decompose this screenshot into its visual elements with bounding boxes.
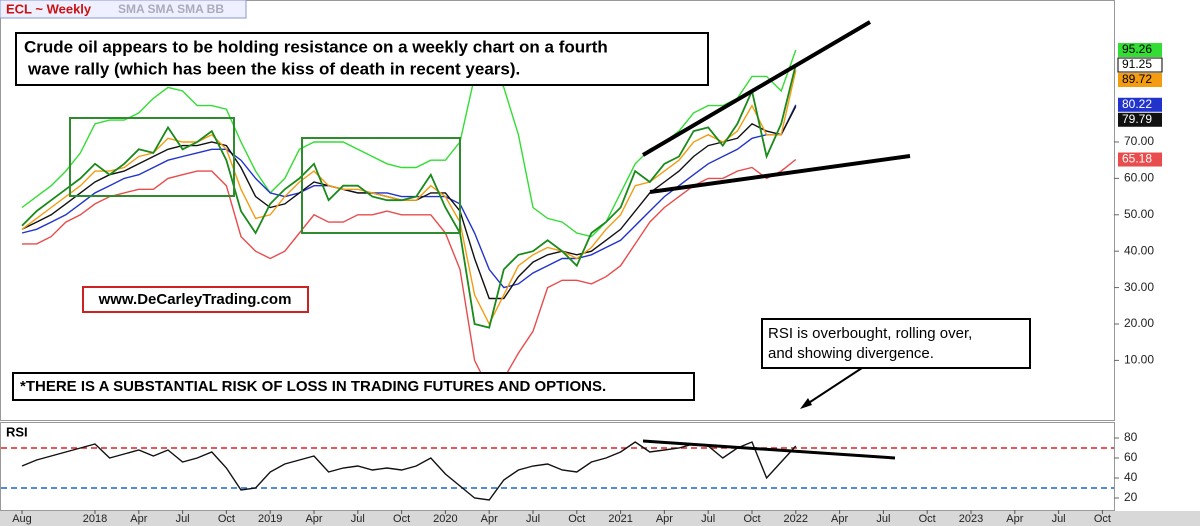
last-value-label: 65.18 bbox=[1122, 152, 1152, 166]
last-value-label: 95.26 bbox=[1122, 42, 1152, 56]
y-tick-label: 40 bbox=[1124, 470, 1138, 484]
x-tick-label: Jul bbox=[526, 513, 540, 525]
x-tick-label: 2021 bbox=[608, 513, 632, 525]
y-tick-label: 80 bbox=[1124, 430, 1138, 444]
x-tick-label: 2019 bbox=[258, 513, 282, 525]
x-tick-label: Jul bbox=[176, 513, 190, 525]
last-value-label: 79.79 bbox=[1122, 112, 1152, 126]
y-tick-label: 60 bbox=[1124, 450, 1138, 464]
rsi-title: RSI bbox=[6, 424, 28, 439]
last-value-label: 91.25 bbox=[1122, 57, 1152, 71]
trend-line bbox=[642, 439, 896, 460]
trend-line bbox=[649, 154, 911, 194]
pattern-box bbox=[301, 137, 461, 234]
symbol-label[interactable]: ECL ~ Weekly bbox=[6, 1, 92, 16]
x-tick-label: 2020 bbox=[433, 513, 457, 525]
annotation-text: RSI is overbought, rolling over, bbox=[768, 325, 972, 342]
x-tick-label: Oct bbox=[568, 513, 585, 525]
last-value-tag bbox=[1118, 152, 1162, 167]
x-tick-label: Jul bbox=[876, 513, 890, 525]
pattern-box bbox=[69, 117, 235, 197]
y-tick-label: 40.00 bbox=[1124, 243, 1154, 257]
x-axis-band bbox=[0, 511, 1200, 526]
y-tick-label: 20 bbox=[1124, 490, 1138, 504]
arrow bbox=[803, 365, 866, 407]
annotation-box bbox=[15, 32, 709, 86]
last-value-tag bbox=[1117, 57, 1163, 73]
y-tick-label: 30.00 bbox=[1124, 280, 1154, 294]
x-tick-label: Apr bbox=[831, 513, 848, 525]
price-panel bbox=[0, 0, 1115, 421]
annotation-text: Crude oil appears to be holding resistan… bbox=[24, 37, 608, 56]
annotation-text: wave rally (which has been the kiss of d… bbox=[27, 59, 520, 78]
header-box[interactable] bbox=[0, 0, 247, 19]
annotation-text: and showing divergence. bbox=[768, 345, 934, 362]
x-tick-label: Apr bbox=[305, 513, 322, 525]
last-value-label: 89.72 bbox=[1122, 72, 1152, 86]
studies-label[interactable]: SMA SMA SMA BB bbox=[118, 2, 224, 16]
series-line bbox=[21, 104, 797, 289]
y-tick-label: 20.00 bbox=[1124, 316, 1154, 330]
x-tick-label: Apr bbox=[130, 513, 147, 525]
arrow-head bbox=[800, 398, 812, 409]
series-line bbox=[21, 441, 797, 501]
x-tick-label: 2018 bbox=[83, 513, 107, 525]
x-tick-label: Jul bbox=[1052, 513, 1066, 525]
x-tick-label: Apr bbox=[481, 513, 498, 525]
x-tick-label: Oct bbox=[393, 513, 410, 525]
x-tick-label: 2022 bbox=[784, 513, 808, 525]
series-line bbox=[22, 158, 797, 391]
series-line bbox=[21, 64, 797, 329]
x-tick-label: Apr bbox=[1006, 513, 1023, 525]
x-tick-label: Oct bbox=[743, 513, 760, 525]
rsi-panel bbox=[0, 422, 1115, 511]
disclaimer-text: *THERE IS A SUBSTANTIAL RISK OF LOSS IN … bbox=[20, 378, 606, 395]
x-tick-label: Oct bbox=[919, 513, 936, 525]
series-line bbox=[21, 70, 797, 326]
trend-line bbox=[641, 20, 872, 157]
website-text: www.DeCarleyTrading.com bbox=[98, 291, 292, 308]
last-value-tag bbox=[1118, 43, 1162, 58]
x-tick-label: Aug bbox=[12, 513, 32, 525]
disclaimer-box bbox=[12, 372, 695, 401]
y-tick-label: 70.00 bbox=[1124, 134, 1154, 148]
x-tick-label: Oct bbox=[1094, 513, 1111, 525]
website-box bbox=[82, 286, 309, 313]
y-tick-label: 50.00 bbox=[1124, 207, 1154, 221]
last-value-label: 80.22 bbox=[1122, 97, 1152, 111]
x-tick-label: Jul bbox=[351, 513, 365, 525]
last-value-tag bbox=[1118, 112, 1162, 127]
last-value-tag bbox=[1118, 73, 1162, 88]
y-tick-label: 60.00 bbox=[1124, 171, 1154, 185]
x-tick-label: 2023 bbox=[959, 513, 983, 525]
x-tick-label: Oct bbox=[218, 513, 235, 525]
x-tick-label: Apr bbox=[656, 513, 673, 525]
x-tick-label: Jul bbox=[701, 513, 715, 525]
y-tick-label: 10.00 bbox=[1124, 353, 1154, 367]
last-value-tag bbox=[1118, 97, 1162, 112]
annotation-box bbox=[761, 318, 1031, 369]
